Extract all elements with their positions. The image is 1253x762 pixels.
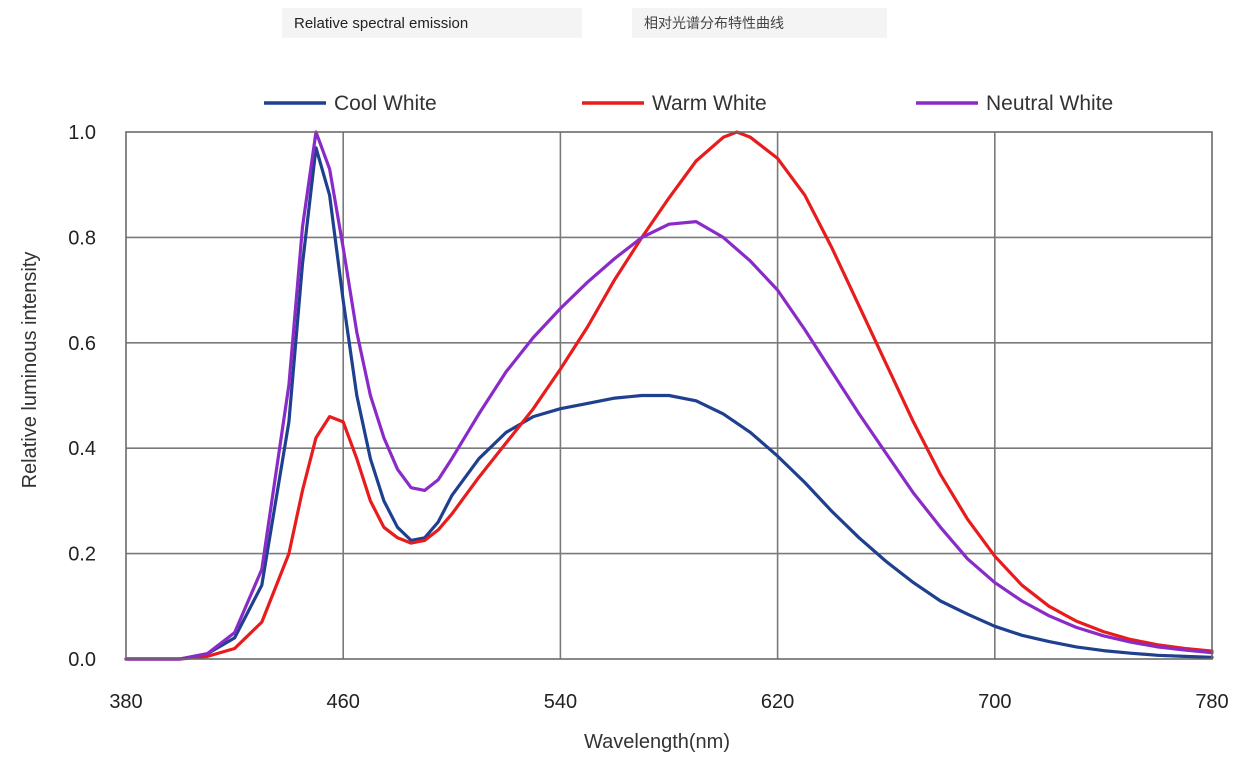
y-tick-label: 0.0 — [68, 649, 96, 671]
x-tick-label: 620 — [761, 691, 794, 713]
y-tick-label: 0.6 — [68, 333, 96, 355]
series-line-cool-white — [124, 146, 1214, 661]
legend: Cool White Warm White Neutral White — [264, 92, 1113, 115]
legend-label: Warm White — [652, 92, 767, 115]
y-axis-ticks: 0.0 0.2 0.4 0.6 0.8 1.0 — [68, 122, 96, 671]
y-tick-label: 0.8 — [68, 227, 96, 249]
x-tick-label: 460 — [327, 691, 360, 713]
plot-border — [125, 131, 1213, 660]
y-tick-label: 1.0 — [68, 122, 96, 144]
legend-label: Neutral White — [986, 92, 1113, 115]
chart-title-group: Relative spectral emission 相对光谱分布特性曲线 — [282, 8, 887, 38]
y-tick-label: 0.4 — [68, 438, 96, 460]
x-tick-label: 780 — [1195, 691, 1228, 713]
subtitle-background — [632, 8, 887, 38]
series-lines — [124, 130, 1214, 661]
title-background — [282, 8, 582, 38]
y-tick-label: 0.2 — [68, 544, 96, 566]
x-axis-ticks: 380 460 540 620 700 780 — [109, 691, 1228, 713]
x-tick-label: 380 — [109, 691, 142, 713]
plot-frame — [125, 131, 1213, 660]
chart-subtitle: 相对光谱分布特性曲线 — [644, 16, 784, 32]
x-tick-label: 700 — [978, 691, 1011, 713]
chart-title: Relative spectral emission — [294, 15, 468, 32]
grid — [126, 132, 1212, 659]
series-line-neutral-white — [124, 130, 1214, 661]
x-tick-label: 540 — [544, 691, 577, 713]
x-axis-label: Wavelength(nm) — [584, 731, 730, 753]
y-axis-label: Relative luminous intensity — [19, 252, 41, 489]
series-line-warm-white — [124, 130, 1214, 661]
legend-label: Cool White — [334, 92, 437, 115]
